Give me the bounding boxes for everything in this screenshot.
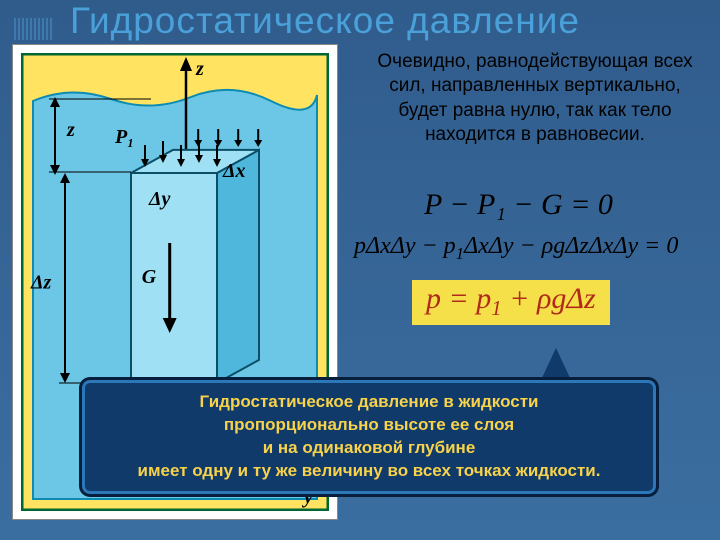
equation-3-highlight: p = p1 + ρgΔz [412,280,610,325]
slide-title: Гидростатическое давление [70,0,580,42]
svg-text:z: z [66,119,75,141]
equation-1: P − P₁ − G = 0 [424,188,613,222]
svg-text:Δz: Δz [30,272,52,294]
callout-pointer-icon [540,348,572,382]
svg-text:G: G [142,266,157,288]
svg-text:z: z [195,58,204,80]
callout-box: Гидростатическое давление в жидкостипроп… [82,380,656,494]
svg-text:P₁: P₁ [114,126,134,148]
body-paragraph: Очевидно, равнодействующая всехсил, напр… [360,50,710,147]
svg-text:Δy: Δy [148,188,171,210]
svg-text:Δx: Δx [222,160,246,182]
equation-2: pΔxΔy − p1ΔxΔy − ρgΔzΔxΔy = 0 [354,233,678,264]
